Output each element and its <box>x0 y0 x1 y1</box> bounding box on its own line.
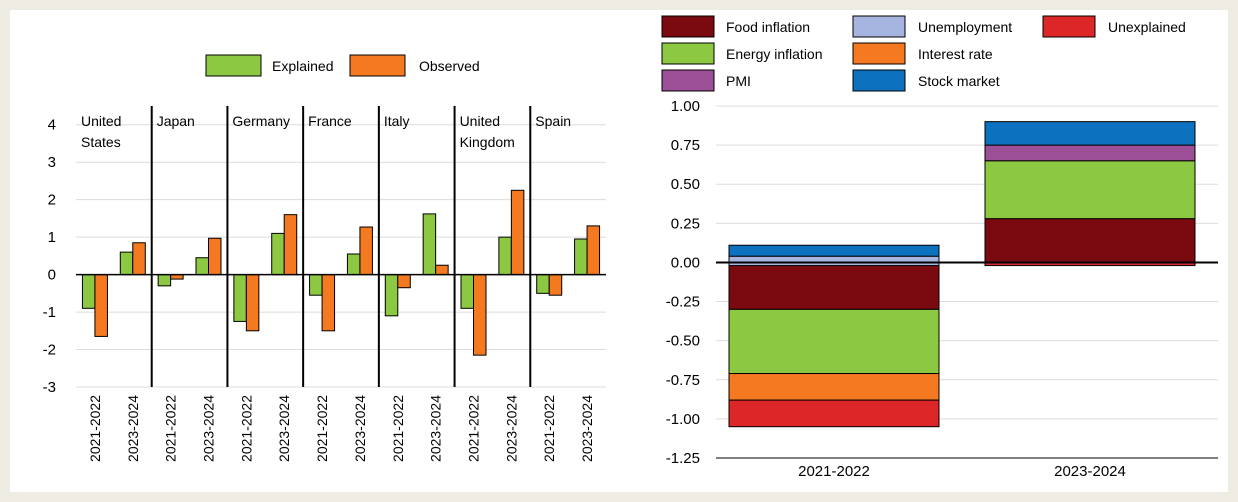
right-bar-stock-market <box>984 121 1196 146</box>
left-x-tick-label: 2023-2024 <box>428 395 444 462</box>
legend-swatch-pmi <box>661 69 715 92</box>
legend-swatch-unexplained <box>1042 15 1096 38</box>
left-x-tick-label: 2021-2022 <box>466 395 482 462</box>
left-bar-explained <box>195 257 209 276</box>
left-y-tick-label: 1 <box>48 229 56 246</box>
right-bar-energy-inflation <box>728 308 940 375</box>
group-label: United <box>460 113 500 129</box>
left-bar-explained <box>271 232 285 276</box>
left-x-tick-label: 2023-2024 <box>276 395 292 462</box>
right-bar-food-inflation <box>984 218 1196 263</box>
legend-label-energy-inflation: Energy inflation <box>726 46 823 62</box>
right-y-tick-label: -0.25 <box>666 294 700 311</box>
group-label: Spain <box>535 113 571 129</box>
chart-figure: -3 -2 -1 0 1 2 3 4 United States 2021-2022 2023-202… <box>43 15 1218 480</box>
left-x-tick-label: 2021-2022 <box>163 395 179 462</box>
legend-label-stock-market: Stock market <box>918 73 1000 89</box>
left-y-tick-label: 4 <box>48 117 56 134</box>
left-bar-explained <box>309 274 323 296</box>
left-bar-observed <box>359 226 373 276</box>
right-y-tick-label: 0.75 <box>671 137 700 154</box>
right-y-tick-label: 0.00 <box>671 254 700 271</box>
group-label: France <box>308 113 352 129</box>
legend-label-unexplained: Unexplained <box>1108 19 1186 35</box>
legend-label-unemployment: Unemployment <box>918 19 1012 35</box>
left-x-tick-label: 2023-2024 <box>352 395 368 462</box>
left-x-tick-label: 2021-2022 <box>541 395 557 462</box>
left-y-tick-label: 3 <box>48 154 56 171</box>
right-y-tick-label: -0.50 <box>666 333 700 350</box>
legend-label-food-inflation: Food inflation <box>726 19 810 35</box>
right-x-tick-label: 2023-2024 <box>1054 463 1126 480</box>
left-bar-explained <box>536 274 550 294</box>
group-label: United <box>81 113 121 129</box>
right-bar-pmi <box>984 144 1196 162</box>
right-bar-energy-inflation <box>984 160 1196 220</box>
right-x-tick-label: 2021-2022 <box>798 463 870 480</box>
chart-frame: -3 -2 -1 0 1 2 3 4 United States 2021-2022 2023-202… <box>10 10 1228 492</box>
left-bar-explained <box>460 274 474 309</box>
left-bar-observed <box>94 274 108 337</box>
legend-swatch-observed <box>349 54 406 77</box>
right-y-tick-label: -0.75 <box>666 372 700 389</box>
legend-label-explained: Explained <box>272 58 334 74</box>
left-bar-observed <box>473 274 487 356</box>
left-x-tick-label: 2023-2024 <box>579 395 595 462</box>
legend-label-pmi: PMI <box>726 73 751 89</box>
group-label: Kingdom <box>460 134 515 150</box>
left-x-tick-label: 2021-2022 <box>314 395 330 462</box>
legend-label-observed: Observed <box>419 58 480 74</box>
legend-swatch-unemployment <box>852 15 906 38</box>
left-bar-observed <box>245 274 260 332</box>
right-y-tick-label: 1.00 <box>671 98 700 115</box>
left-bar-explained <box>384 274 399 317</box>
left-bar-observed <box>397 274 411 289</box>
left-bar-observed <box>510 189 525 276</box>
right-bar-unexplained <box>728 399 940 428</box>
left-bar-explained <box>233 274 247 322</box>
right-y-tick-label: -1.25 <box>666 450 700 467</box>
legend-swatch-explained <box>205 54 262 77</box>
left-y-tick-label: -1 <box>43 304 56 321</box>
group-label: Japan <box>157 113 195 129</box>
left-bar-explained <box>157 274 172 287</box>
left-bar-explained <box>346 253 361 276</box>
left-bar-explained <box>498 236 512 276</box>
left-bar-observed <box>321 274 336 332</box>
right-y-tick-label: -1.00 <box>666 411 700 428</box>
right-y-tick-label: 0.50 <box>671 176 700 193</box>
left-x-tick-label: 2023-2024 <box>503 395 519 462</box>
left-y-tick-label: -3 <box>43 379 56 396</box>
left-bar-observed <box>132 242 146 276</box>
left-x-tick-label: 2021-2022 <box>390 395 406 462</box>
left-x-tick-label: 2021-2022 <box>238 395 254 462</box>
left-bar-explained <box>119 251 134 276</box>
legend-label-interest-rate: Interest rate <box>918 46 993 62</box>
left-bar-explained <box>574 238 588 276</box>
legend-swatch-food-inflation <box>661 15 715 38</box>
left-bar-observed <box>435 264 449 276</box>
left-x-tick-label: 2023-2024 <box>125 395 141 462</box>
left-x-tick-label: 2023-2024 <box>201 395 217 462</box>
legend-swatch-stock-market <box>852 69 906 92</box>
left-x-tick-label: 2021-2022 <box>87 395 103 462</box>
left-y-tick-label: -2 <box>43 342 56 359</box>
left-y-tick-label: 2 <box>48 192 56 209</box>
left-bar-explained <box>81 274 96 309</box>
left-bar-observed <box>283 214 298 276</box>
left-y-tick-label: 0 <box>48 267 56 284</box>
left-bar-observed <box>548 274 563 296</box>
group-label: Germany <box>232 113 290 129</box>
left-bar-explained <box>422 213 437 276</box>
group-label: Italy <box>384 113 410 129</box>
right-y-tick-label: 0.25 <box>671 215 700 232</box>
right-bar-interest-rate <box>728 373 940 401</box>
right-bar-food-inflation <box>728 261 940 310</box>
left-bar-observed <box>586 225 601 276</box>
right-bar-stock-market <box>728 244 940 257</box>
legend-swatch-interest-rate <box>852 42 906 65</box>
group-label: States <box>81 134 121 150</box>
legend-swatch-energy-inflation <box>661 42 715 65</box>
left-bar-observed <box>208 237 222 276</box>
